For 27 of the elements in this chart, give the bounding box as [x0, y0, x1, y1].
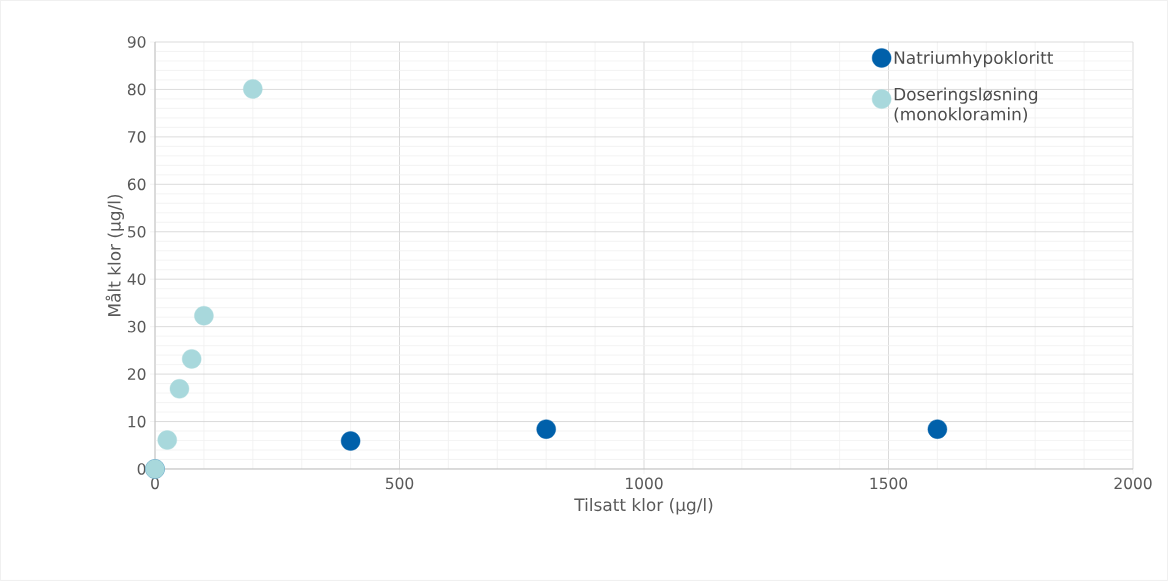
y-tick-label: 70 [128, 131, 146, 143]
x-axis-title: Tilsatt klor (µg/l) [574, 498, 713, 515]
y-tick-label: 80 [127, 83, 146, 96]
y-tick-label: 30 [128, 320, 146, 333]
legend-label: Doseringsløsning (monokloramin) [894, 87, 1038, 123]
point [340, 431, 361, 451]
point [536, 419, 556, 439]
point [927, 419, 948, 439]
x-tick-label: 1500 [870, 477, 908, 490]
point [157, 430, 177, 450]
x-tick-label: 2000 [1114, 477, 1152, 490]
y-axis-title: Målt klor (µg/l) [105, 194, 124, 316]
y-tick-label: 60 [127, 178, 146, 191]
y-tick-label: 20 [127, 368, 146, 380]
point [169, 379, 190, 399]
point [194, 306, 214, 326]
legend-label: Natriumhypokloritt [894, 50, 1054, 68]
y-tick-label: 10 [128, 415, 146, 428]
point [243, 79, 263, 99]
y-tick-label: 0 [137, 463, 146, 475]
y-tick-label: 90 [127, 36, 146, 48]
x-tick-label: 1000 [626, 477, 663, 490]
y-tick-label: 40 [127, 273, 146, 286]
y-tick-label: 50 [128, 225, 146, 238]
point [181, 349, 202, 369]
x-tick-label: 500 [385, 477, 414, 490]
x-tick-label: 0 [151, 477, 159, 490]
